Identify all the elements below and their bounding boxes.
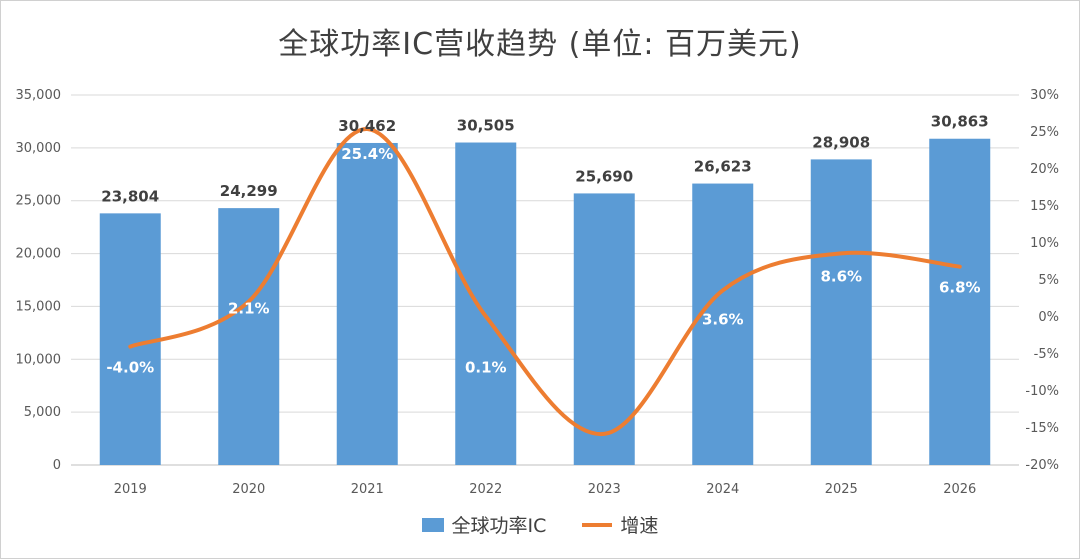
bar-value-label: 30,462 [338,117,396,135]
bar[interactable] [929,138,991,465]
gridlines [71,94,1019,466]
growth-value-label: 2.1% [228,299,270,317]
left-axis-ticks: 0 5,000 10,000 15,000 20,000 25,000 30,000 35,0… [16,88,62,473]
legend-item-growth[interactable]: 增速 [582,511,658,538]
right-tick-label: -5% [1034,347,1059,362]
right-tick-label: 10% [1030,236,1059,251]
x-tick-label: 2026 [943,482,976,497]
left-tick-label: 30,000 [16,141,62,156]
right-tick-label: -20% [1025,458,1059,473]
bar-value-label: 30,863 [931,113,989,131]
bar-value-label: 23,804 [101,187,159,205]
bar[interactable] [336,142,398,465]
x-tick-label: 2023 [588,482,621,497]
left-tick-label: 0 [53,458,61,473]
growth-value-label: 3.6% [702,310,744,328]
x-tick-label: 2025 [825,482,858,497]
growth-value-label: 8.6% [820,267,862,285]
legend-item-revenue[interactable]: 全球功率IC [421,511,547,538]
x-tick-label: 2024 [706,482,739,497]
legend-swatch-line [582,522,613,527]
growth-value-label: 6.8% [939,279,981,297]
bar-series [99,138,991,466]
bar-value-label: 28,908 [812,133,870,151]
growth-value-label: -4.0% [106,359,154,377]
bar[interactable] [455,142,517,466]
right-tick-label: -10% [1025,384,1059,399]
legend-label-revenue: 全球功率IC [451,515,547,537]
x-axis-ticks: 2019 2020 2021 2022 2023 2024 2025 2026 [114,482,977,497]
bar[interactable] [218,208,280,465]
chart-title: 全球功率IC营收趋势 (单位: 百万美元) [278,27,802,62]
growth-line-series [128,127,962,436]
x-tick-label: 2022 [469,482,502,497]
right-tick-label: 15% [1030,199,1059,214]
bar-value-label: 24,299 [220,182,278,200]
left-tick-label: 15,000 [16,299,62,314]
right-tick-label: -15% [1025,421,1059,436]
left-tick-label: 20,000 [16,247,62,262]
right-tick-label: 20% [1030,162,1059,177]
right-tick-label: 0% [1038,310,1059,325]
legend-label-growth: 增速 [620,515,659,537]
bar-value-label: 26,623 [694,158,752,176]
x-tick-label: 2021 [351,482,384,497]
bar-value-label: 25,690 [575,167,633,185]
bar[interactable] [573,193,635,466]
left-tick-label: 35,000 [16,88,62,103]
bar[interactable] [99,213,161,465]
legend-swatch-bar [421,517,444,532]
growth-line[interactable] [128,127,962,436]
right-tick-label: 5% [1038,273,1059,288]
growth-data-labels: -4.0% 2.1% 25.4% 0.1% -15.8% 3.6% 8.6% 6.8% [106,145,980,482]
bar-data-labels: 23,804 24,299 30,462 30,505 25,690 26,623 28,9… [101,113,988,206]
growth-value-label: 25.4% [341,145,393,163]
x-tick-label: 2019 [114,482,147,497]
growth-value-label: 0.1% [465,358,507,376]
legend: 全球功率IC 增速 [1,511,1079,538]
right-tick-label: 30% [1030,88,1059,103]
growth-value-label: -15.8% [575,464,633,482]
right-axis-ticks: -20% -15% -10% -5% 0% 5% 10% 15% 20% 25% 30% [1025,88,1059,473]
x-tick-label: 2020 [232,482,265,497]
left-tick-label: 5,000 [24,405,61,420]
bar[interactable] [810,159,872,466]
left-tick-label: 25,000 [16,194,62,209]
bar[interactable] [692,183,754,465]
right-tick-label: 25% [1030,125,1059,140]
left-tick-label: 10,000 [16,352,62,367]
bar-value-label: 30,505 [457,117,515,135]
